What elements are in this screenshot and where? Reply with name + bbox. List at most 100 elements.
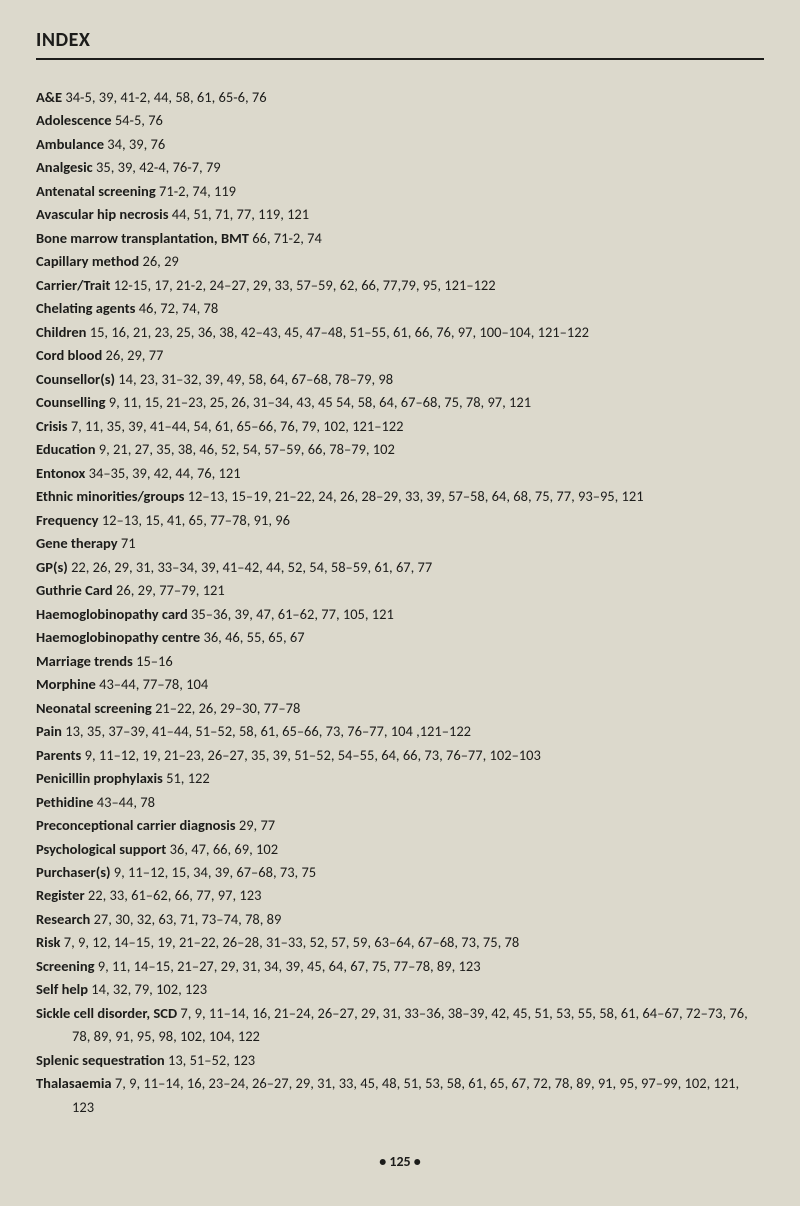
index-entry: Purchaser(s) 9, 11–12, 15, 34, 39, 67–68… — [36, 861, 764, 884]
index-pages: 36, 47, 66, 69, 102 — [170, 840, 278, 858]
page-title: INDEX — [36, 28, 764, 60]
index-term: Adolescence — [36, 111, 112, 129]
index-entry: Adolescence 54-5, 76 — [36, 109, 764, 132]
index-term: Marriage trends — [36, 652, 133, 670]
index-pages: 51, 122 — [166, 769, 210, 787]
index-term: Preconceptional carrier diagnosis — [36, 816, 236, 834]
index-term: Crisis — [36, 417, 68, 435]
index-pages: 14, 32, 79, 102, 123 — [91, 980, 207, 998]
index-entry: Self help 14, 32, 79, 102, 123 — [36, 978, 764, 1001]
page-number: • 125 • — [36, 1153, 764, 1170]
index-pages: 9, 11, 15, 21–23, 25, 26, 31–34, 43, 45 … — [109, 393, 531, 411]
index-term: Ambulance — [36, 135, 104, 153]
index-entry: Crisis 7, 11, 35, 39, 41–44, 54, 61, 65–… — [36, 415, 764, 438]
index-term: Penicillin prophylaxis — [36, 769, 163, 787]
index-term: Splenic sequestration — [36, 1051, 165, 1069]
index-pages: 35–36, 39, 47, 61–62, 77, 105, 121 — [191, 605, 394, 623]
index-entry: Gene therapy 71 — [36, 532, 764, 555]
index-term: Psychological support — [36, 840, 166, 858]
index-entry: Frequency 12–13, 15, 41, 65, 77–78, 91, … — [36, 509, 764, 532]
index-entry: Counselling 9, 11, 15, 21–23, 25, 26, 31… — [36, 391, 764, 414]
index-term: Entonox — [36, 464, 85, 482]
index-entry: Ethnic minorities/groups 12–13, 15–19, 2… — [36, 485, 764, 508]
index-pages: 46, 72, 74, 78 — [139, 299, 218, 317]
index-pages: 43–44, 78 — [97, 793, 155, 811]
index-pages: 35, 39, 42-4, 76-7, 79 — [96, 158, 221, 176]
index-entry: Avascular hip necrosis 44, 51, 71, 77, 1… — [36, 203, 764, 226]
index-entry: A&E 34-5, 39, 41-2, 44, 58, 61, 65-6, 76 — [36, 86, 764, 109]
index-entry: Neonatal screening 21–22, 26, 29–30, 77–… — [36, 697, 764, 720]
index-pages: 13, 51–52, 123 — [168, 1051, 255, 1069]
index-entry: Sickle cell disorder, SCD 7, 9, 11–14, 1… — [36, 1002, 764, 1049]
index-pages: 71 — [121, 534, 136, 552]
index-entry: Cord blood 26, 29, 77 — [36, 344, 764, 367]
index-term: Haemoglobinopathy card — [36, 605, 188, 623]
index-pages: 26, 29, 77–79, 121 — [116, 581, 225, 599]
index-term: Purchaser(s) — [36, 863, 111, 881]
index-entry: Counsellor(s) 14, 23, 31–32, 39, 49, 58,… — [36, 368, 764, 391]
index-entries: A&E 34-5, 39, 41-2, 44, 58, 61, 65-6, 76… — [36, 86, 764, 1119]
index-pages: 14, 23, 31–32, 39, 49, 58, 64, 67–68, 78… — [118, 370, 393, 388]
index-term: Pain — [36, 722, 62, 740]
index-pages: 9, 21, 27, 35, 38, 46, 52, 54, 57–59, 66… — [99, 440, 395, 458]
index-term: Bone marrow transplantation, BMT — [36, 229, 249, 247]
index-term: Frequency — [36, 511, 99, 529]
index-term: Education — [36, 440, 96, 458]
index-entry: Education 9, 21, 27, 35, 38, 46, 52, 54,… — [36, 438, 764, 461]
index-entry: Pain 13, 35, 37–39, 41–44, 51–52, 58, 61… — [36, 720, 764, 743]
index-term: A&E — [36, 88, 62, 106]
index-term: Gene therapy — [36, 534, 118, 552]
index-term: Screening — [36, 957, 95, 975]
index-entry: Entonox 34–35, 39, 42, 44, 76, 121 — [36, 462, 764, 485]
index-pages: 7, 9, 12, 14–15, 19, 21–22, 26–28, 31–33… — [64, 933, 519, 951]
index-entry: GP(s) 22, 26, 29, 31, 33–34, 39, 41–42, … — [36, 556, 764, 579]
index-entry: Parents 9, 11–12, 19, 21–23, 26–27, 35, … — [36, 744, 764, 767]
index-pages: 12–13, 15–19, 21–22, 24, 26, 28–29, 33, … — [188, 487, 644, 505]
index-term: Morphine — [36, 675, 96, 693]
index-entry: Psychological support 36, 47, 66, 69, 10… — [36, 838, 764, 861]
index-entry: Haemoglobinopathy centre 36, 46, 55, 65,… — [36, 626, 764, 649]
index-entry: Splenic sequestration 13, 51–52, 123 — [36, 1049, 764, 1072]
index-entry: Preconceptional carrier diagnosis 29, 77 — [36, 814, 764, 837]
index-pages: 12-15, 17, 21-2, 24–27, 29, 33, 57–59, 6… — [114, 276, 496, 294]
index-entry: Thalasaemia 7, 9, 11–14, 16, 23–24, 26–2… — [36, 1072, 764, 1119]
index-pages: 22, 26, 29, 31, 33–34, 39, 41–42, 44, 52… — [71, 558, 432, 576]
index-term: GP(s) — [36, 558, 68, 576]
index-entry: Screening 9, 11, 14–15, 21–27, 29, 31, 3… — [36, 955, 764, 978]
index-pages: 15–16 — [136, 652, 173, 670]
index-pages: 66, 71-2, 74 — [252, 229, 322, 247]
index-pages: 9, 11–12, 15, 34, 39, 67–68, 73, 75 — [114, 863, 316, 881]
index-term: Risk — [36, 933, 60, 951]
index-term: Capillary method — [36, 252, 139, 270]
index-pages: 34, 39, 76 — [107, 135, 165, 153]
index-term: Children — [36, 323, 86, 341]
index-pages: 9, 11–12, 19, 21–23, 26–27, 35, 39, 51–5… — [85, 746, 541, 764]
index-pages: 21–22, 26, 29–30, 77–78 — [155, 699, 300, 717]
index-pages: 34-5, 39, 41-2, 44, 58, 61, 65-6, 76 — [65, 88, 266, 106]
index-pages: 15, 16, 21, 23, 25, 36, 38, 42–43, 45, 4… — [90, 323, 589, 341]
index-pages: 26, 29, 77 — [106, 346, 164, 364]
index-term: Chelating agents — [36, 299, 135, 317]
index-pages: 43–44, 77–78, 104 — [99, 675, 208, 693]
index-term: Counselling — [36, 393, 105, 411]
index-term: Antenatal screening — [36, 182, 156, 200]
index-term: Parents — [36, 746, 81, 764]
index-term: Analgesic — [36, 158, 93, 176]
index-term: Ethnic minorities/groups — [36, 487, 184, 505]
index-pages: 34–35, 39, 42, 44, 76, 121 — [89, 464, 241, 482]
index-pages: 13, 35, 37–39, 41–44, 51–52, 58, 61, 65–… — [65, 722, 471, 740]
index-entry: Ambulance 34, 39, 76 — [36, 133, 764, 156]
index-term: Sickle cell disorder, SCD — [36, 1004, 177, 1022]
index-pages: 26, 29 — [142, 252, 178, 270]
index-term: Avascular hip necrosis — [36, 205, 168, 223]
index-entry: Pethidine 43–44, 78 — [36, 791, 764, 814]
index-pages: 7, 11, 35, 39, 41–44, 54, 61, 65–66, 76,… — [71, 417, 404, 435]
index-pages: 29, 77 — [239, 816, 275, 834]
page: INDEX A&E 34-5, 39, 41-2, 44, 58, 61, 65… — [0, 0, 800, 1206]
index-pages: 27, 30, 32, 63, 71, 73–74, 78, 89 — [94, 910, 282, 928]
index-entry: Bone marrow transplantation, BMT 66, 71-… — [36, 227, 764, 250]
index-pages: 54-5, 76 — [115, 111, 163, 129]
index-entry: Antenatal screening 71-2, 74, 119 — [36, 180, 764, 203]
index-pages: 36, 46, 55, 65, 67 — [203, 628, 304, 646]
index-pages: 7, 9, 11–14, 16, 23–24, 26–27, 29, 31, 3… — [72, 1074, 739, 1115]
